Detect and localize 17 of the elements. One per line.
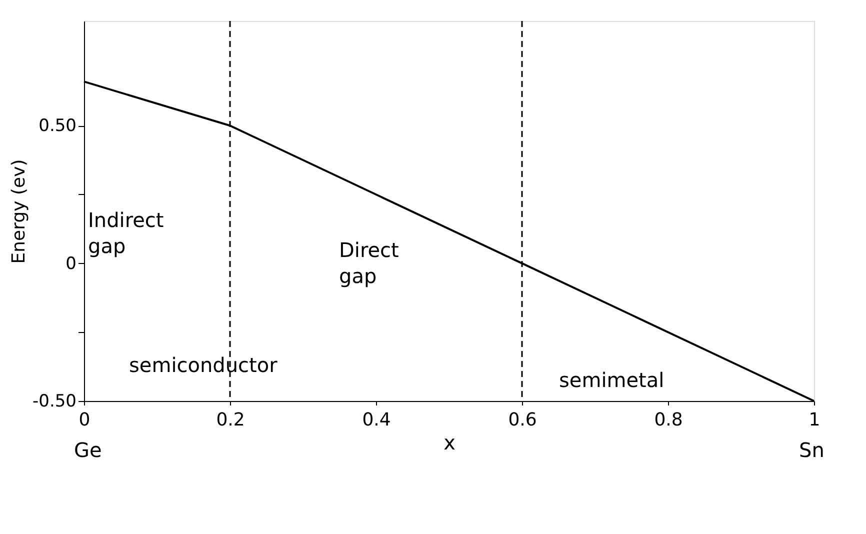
x-tick-label: 1 — [808, 410, 820, 430]
x-tick-label: 0.6 — [508, 410, 537, 430]
x-tick-label: 0.2 — [216, 410, 245, 430]
x-tick-label: 0 — [78, 410, 90, 430]
text: Ge — [74, 438, 102, 462]
annotation: semiconductor — [129, 353, 278, 377]
x-tick-label: 0.8 — [654, 410, 683, 430]
x-tick-label: 0.4 — [362, 410, 391, 430]
x-axis-title: x — [444, 430, 456, 454]
annotation: Indirect gap — [88, 208, 164, 258]
annotation: Direct gap — [339, 238, 400, 288]
y-tick-label: 0 — [66, 254, 76, 274]
y-tick-label: 0.50 — [38, 116, 76, 136]
y-tick-label: -0.50 — [32, 392, 76, 412]
text: Sn — [799, 438, 824, 462]
annotation: semimetal — [559, 368, 664, 392]
y-axis-title: Energy (ev) — [8, 159, 30, 264]
